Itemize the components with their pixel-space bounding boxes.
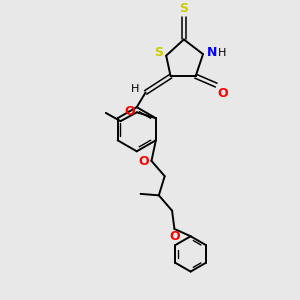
Text: S: S <box>179 2 188 15</box>
Text: O: O <box>169 230 180 243</box>
Text: O: O <box>124 105 135 118</box>
Text: H: H <box>218 48 226 58</box>
Text: O: O <box>218 87 228 100</box>
Text: O: O <box>139 155 149 168</box>
Text: S: S <box>154 46 163 59</box>
Text: H: H <box>131 84 140 94</box>
Text: N: N <box>206 46 217 59</box>
